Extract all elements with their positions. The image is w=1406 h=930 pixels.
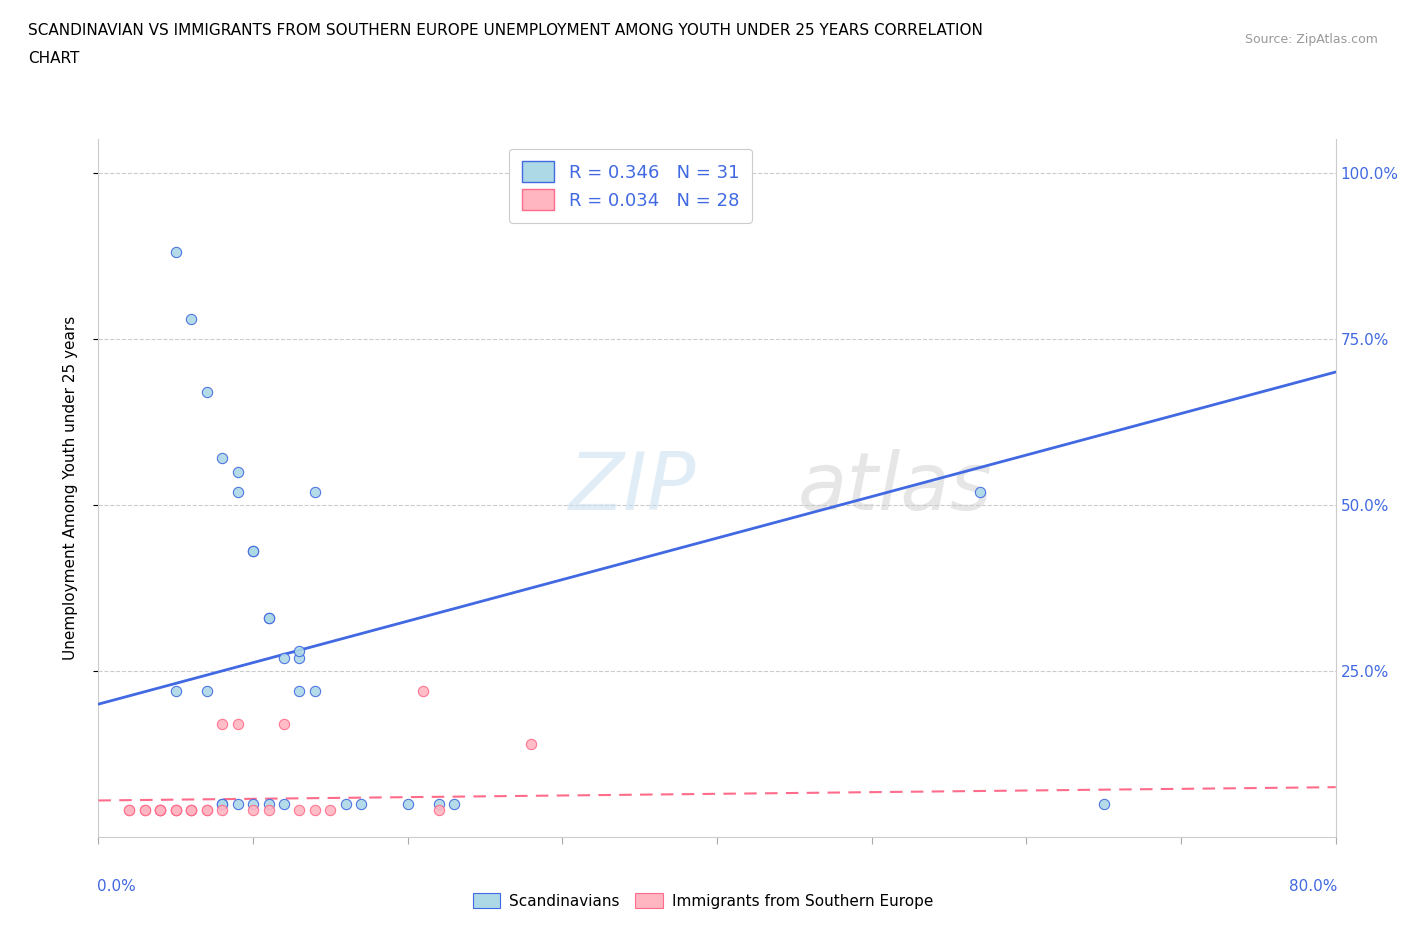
Point [257,610,280,625]
Point [427,796,450,811]
Point [149,803,172,817]
Point [118,803,141,817]
Text: CHART: CHART [28,51,80,66]
Point [195,803,218,817]
Point [195,684,218,698]
Point [180,803,202,817]
Point [149,803,172,817]
Point [257,796,280,811]
Point [165,803,187,817]
Point [273,796,295,811]
Point [165,245,187,259]
Point [211,796,233,811]
Point [257,803,280,817]
Point [180,803,202,817]
Point [211,803,233,817]
Point [412,684,434,698]
Y-axis label: Unemployment Among Youth under 25 years: Unemployment Among Youth under 25 years [63,316,77,660]
Point [118,803,141,817]
Point [195,384,218,399]
Point [180,803,202,817]
Point [134,803,156,817]
Point [969,485,991,499]
Point [242,796,264,811]
Point [304,684,326,698]
Point [520,737,543,751]
Point [304,485,326,499]
Text: SCANDINAVIAN VS IMMIGRANTS FROM SOUTHERN EUROPE UNEMPLOYMENT AMONG YOUTH UNDER 2: SCANDINAVIAN VS IMMIGRANTS FROM SOUTHERN… [28,23,983,38]
Point [211,717,233,732]
Point [288,803,311,817]
Point [1092,796,1115,811]
Point [273,650,295,665]
Point [211,451,233,466]
Point [226,717,249,732]
Point [257,610,280,625]
Point [273,717,295,732]
Point [427,803,450,817]
Point [180,312,202,326]
Point [149,803,172,817]
Point [304,803,326,817]
Point [242,544,264,559]
Point [288,684,311,698]
Point [396,796,419,811]
Point [165,803,187,817]
Point [195,803,218,817]
Point [319,803,342,817]
Text: Source: ZipAtlas.com: Source: ZipAtlas.com [1244,33,1378,46]
Point [134,803,156,817]
Point [165,684,187,698]
Text: 80.0%: 80.0% [1288,879,1337,894]
Text: 0.0%: 0.0% [97,879,136,894]
Point [288,650,311,665]
Point [149,803,172,817]
Point [443,796,465,811]
Legend: R = 0.346   N = 31, R = 0.034   N = 28: R = 0.346 N = 31, R = 0.034 N = 28 [509,149,752,223]
Text: ZIP: ZIP [568,449,696,527]
Point [211,796,233,811]
Point [165,803,187,817]
Point [226,464,249,479]
Point [226,485,249,499]
Point [288,644,311,658]
Point [226,796,249,811]
Point [335,796,357,811]
Point [350,796,373,811]
Point [242,803,264,817]
Text: atlas: atlas [797,449,993,527]
Legend: Scandinavians, Immigrants from Southern Europe: Scandinavians, Immigrants from Southern … [467,886,939,915]
Point [242,544,264,559]
